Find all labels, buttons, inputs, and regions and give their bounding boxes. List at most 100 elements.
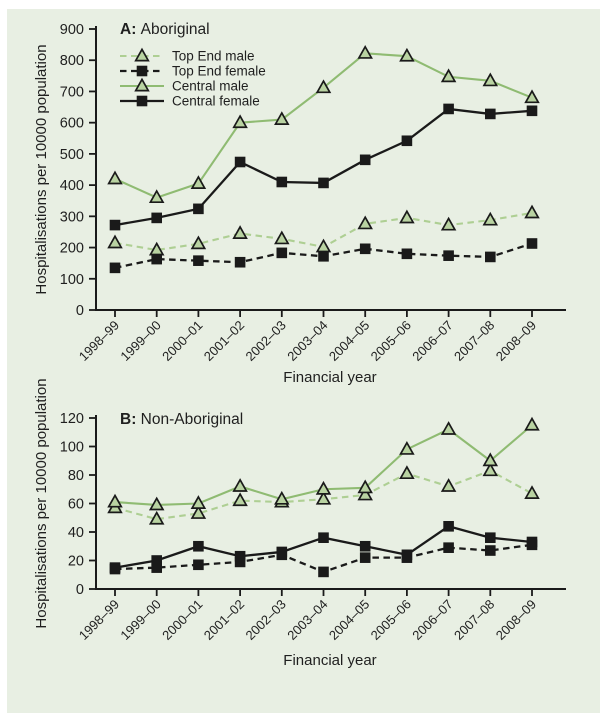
square-marker [359, 154, 371, 166]
square-marker [109, 219, 121, 231]
triangle-marker [482, 462, 499, 477]
square-marker [234, 156, 246, 168]
triangle-marker [357, 479, 373, 494]
square-marker [276, 546, 288, 558]
triangle-marker [524, 485, 540, 499]
y-tick-label: 80 [68, 468, 84, 484]
triangle-marker [134, 47, 150, 62]
y-tick-label: 40 [68, 525, 84, 541]
square-marker [151, 253, 162, 265]
triangle-marker [440, 421, 457, 435]
series-markers-central-female [109, 103, 538, 231]
legend-label: Central female [172, 94, 260, 109]
triangle-marker [190, 495, 207, 509]
legend-item-central-female: Central female [120, 94, 260, 109]
square-marker [443, 250, 454, 261]
square-marker [151, 562, 162, 573]
triangle-marker [148, 496, 165, 511]
triangle-marker [148, 510, 165, 525]
triangle-marker [232, 225, 248, 239]
square-marker [318, 250, 329, 262]
triangle-marker [357, 215, 373, 230]
square-marker [401, 549, 413, 561]
square-marker [109, 562, 121, 573]
square-marker [318, 177, 329, 189]
triangle-marker [232, 114, 248, 129]
y-tick-label: 0 [76, 303, 84, 319]
legend-label: Top End male [172, 49, 255, 64]
triangle-marker [190, 175, 207, 189]
triangle-marker [482, 211, 499, 226]
y-tick-label: 800 [60, 53, 84, 69]
y-tick-label: 100 [60, 272, 84, 288]
y-tick-label: 0 [76, 582, 84, 598]
legend-item-central-male: Central male [120, 77, 249, 94]
triangle-marker [357, 486, 373, 501]
triangle-marker [274, 111, 290, 125]
square-marker [485, 251, 496, 263]
square-marker [443, 103, 454, 115]
triangle-marker [315, 79, 332, 94]
y-tick-label: 300 [60, 209, 84, 225]
triangle-marker [315, 480, 332, 495]
y-axis-label: Hospitalisations per 10000 population [33, 378, 50, 628]
triangle-marker [440, 478, 457, 492]
panel-title: B: Non-Aboriginal [120, 411, 243, 428]
triangle-marker [107, 170, 123, 185]
square-marker [276, 247, 288, 259]
triangle-marker [190, 505, 207, 519]
legend-item-top-end-male: Top End male [120, 47, 255, 64]
y-tick-label: 20 [68, 554, 84, 570]
y-tick-label: 200 [60, 241, 84, 257]
y-tick-label: 400 [60, 178, 84, 194]
legend-item-top-end-female: Top End female [120, 64, 266, 79]
triangle-marker [482, 452, 499, 467]
y-axis-label: Hospitalisations per 10000 population [33, 44, 50, 294]
triangle-marker [399, 47, 415, 62]
square-marker [151, 212, 162, 224]
square-marker [359, 552, 371, 563]
triangle-marker [274, 490, 290, 505]
panel-title: A: Aboriginal [120, 21, 210, 38]
x-axis-label: Financial year [283, 652, 376, 669]
y-tick-label: 600 [60, 116, 84, 132]
triangle-marker [399, 441, 415, 455]
square-marker [359, 540, 371, 552]
series-markers-central-male [107, 416, 540, 511]
triangle-marker [399, 465, 415, 480]
square-marker [193, 540, 204, 552]
square-marker [485, 108, 496, 120]
series-markers-top-end-male [107, 204, 540, 256]
triangle-marker [524, 204, 540, 219]
y-tick-label: 900 [60, 22, 84, 38]
triangle-marker [315, 490, 332, 505]
series-markers-central-male [107, 45, 540, 204]
square-marker [526, 536, 538, 548]
series-markers-central-female [109, 521, 538, 573]
square-marker [443, 542, 454, 553]
square-marker [109, 262, 121, 274]
square-marker [401, 248, 413, 260]
square-marker [234, 556, 246, 568]
square-marker [485, 545, 496, 556]
triangle-marker [107, 234, 123, 249]
triangle-marker [524, 89, 540, 104]
square-marker [526, 105, 538, 117]
square-marker [234, 256, 246, 268]
triangle-marker [190, 235, 207, 250]
y-tick-label: 120 [60, 411, 84, 427]
triangle-marker [524, 416, 540, 431]
y-tick-label: 500 [60, 147, 84, 163]
y-tick-label: 100 [60, 440, 84, 456]
x-axis-label: Financial year [283, 369, 376, 386]
triangle-marker [274, 230, 290, 245]
figure-background [7, 9, 600, 713]
square-marker [193, 203, 204, 215]
square-marker [359, 243, 371, 255]
square-marker [318, 566, 329, 578]
square-marker [136, 65, 148, 77]
triangle-marker [134, 77, 150, 92]
triangle-marker [482, 72, 499, 87]
